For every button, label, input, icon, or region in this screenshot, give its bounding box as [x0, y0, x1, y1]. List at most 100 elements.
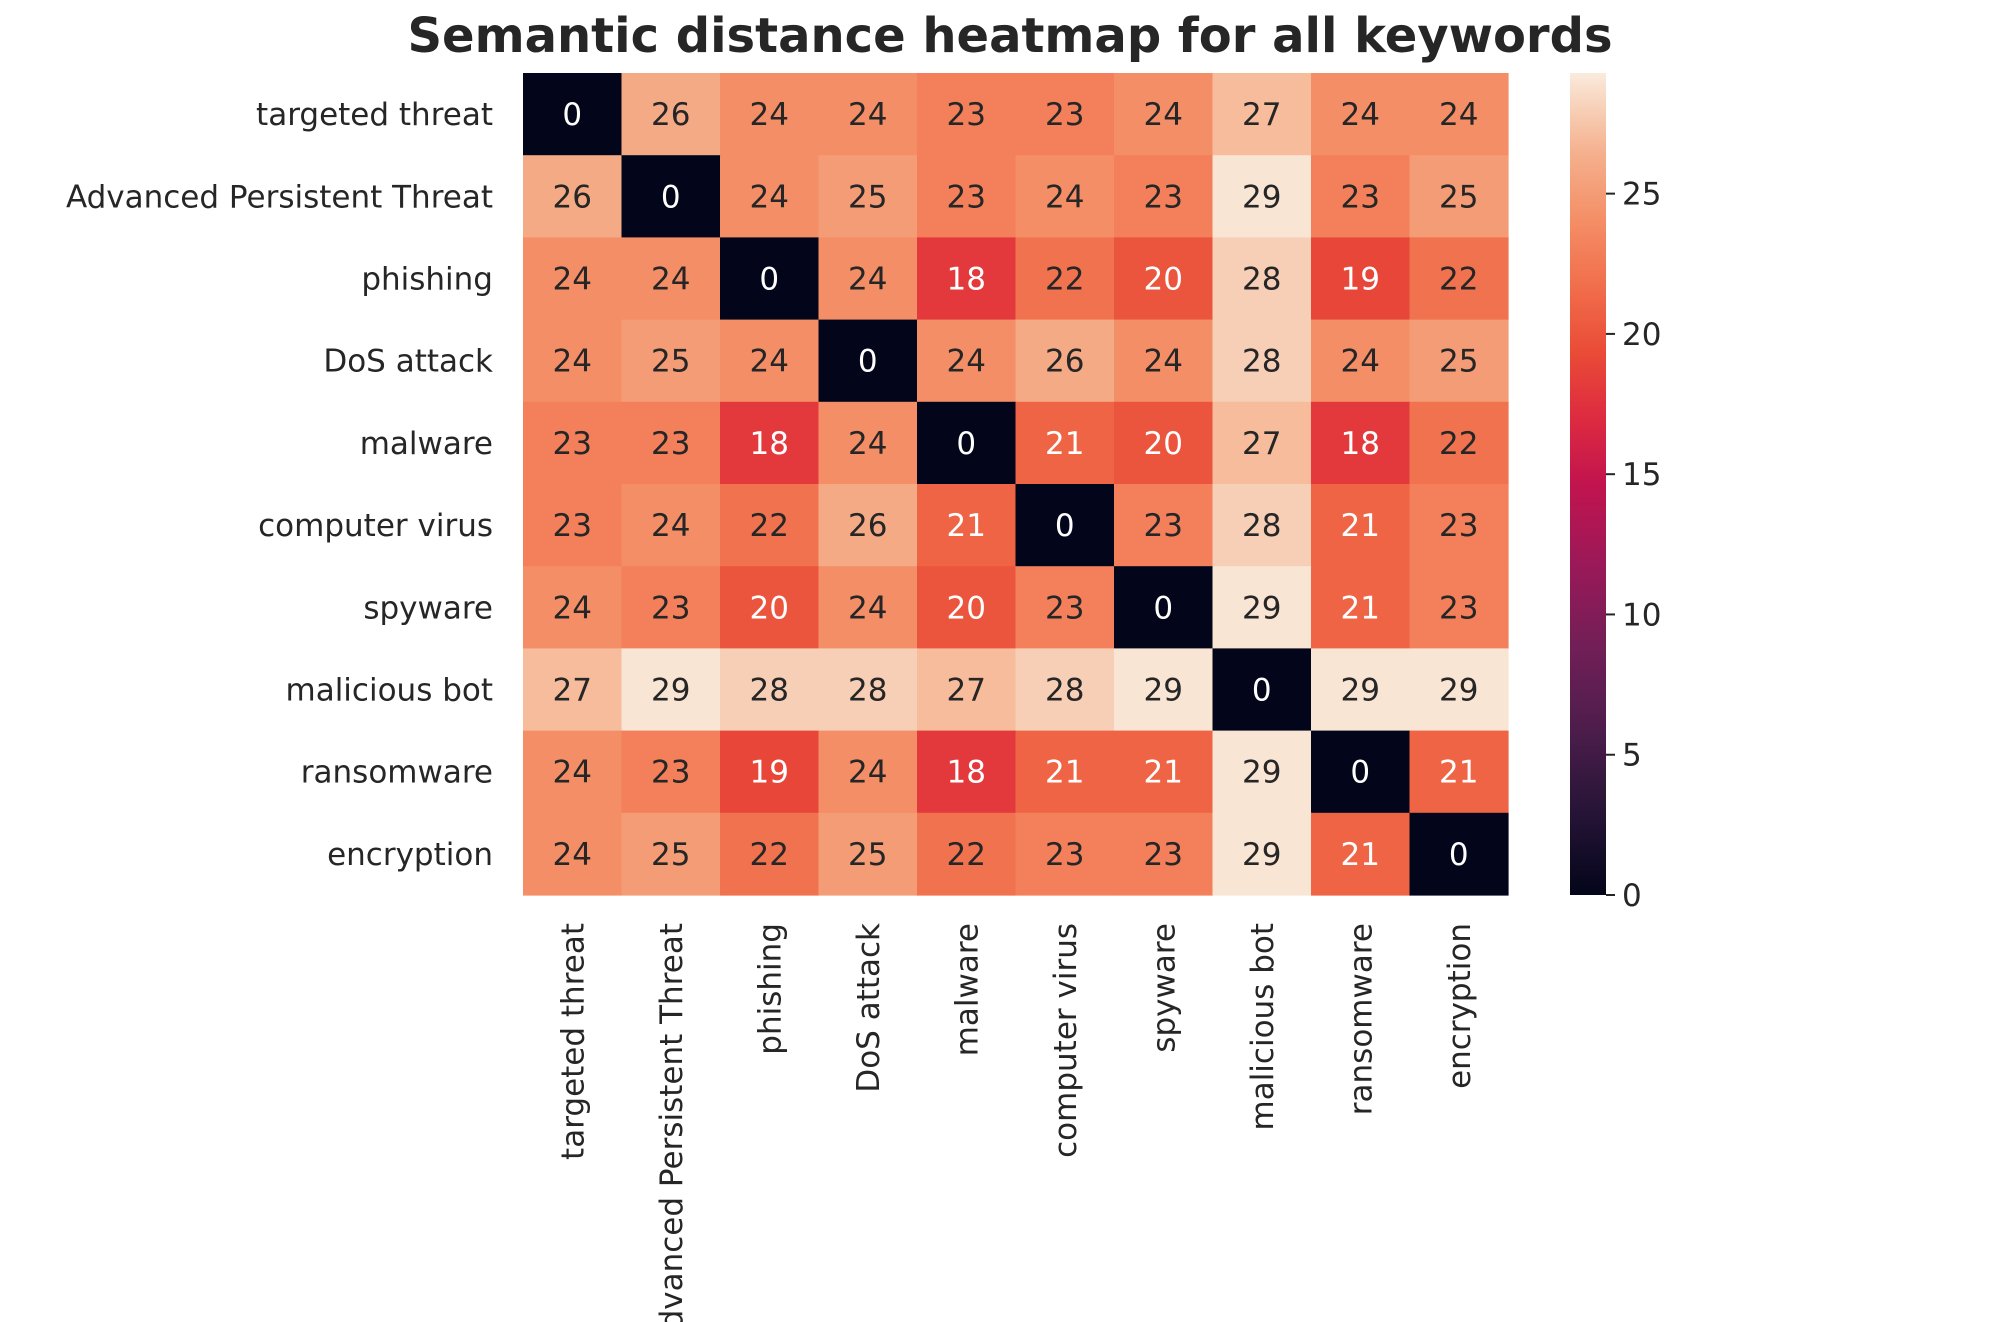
heatmap-cell — [621, 155, 721, 238]
heatmap-cell — [523, 730, 623, 814]
cell-value-label: 18 — [1341, 426, 1380, 462]
cell-value-label: 28 — [1242, 262, 1281, 298]
heatmap-cell — [720, 237, 820, 321]
heatmap-cell — [1015, 73, 1115, 156]
heatmap-cell — [1015, 648, 1115, 732]
heatmap-cell — [1114, 401, 1214, 485]
cell-value-label: 21 — [1439, 755, 1478, 791]
cell-value-label: 25 — [1439, 179, 1478, 215]
cell-value-label: 27 — [1242, 97, 1281, 133]
cell-value-label: 0 — [1449, 837, 1469, 873]
cell-value-label: 24 — [553, 590, 592, 626]
heatmap-cell — [523, 812, 623, 896]
heatmap-cell — [1311, 73, 1411, 156]
heatmap-cell — [1015, 155, 1115, 238]
heatmap-cell — [1015, 812, 1115, 896]
cell-value-label: 21 — [1341, 837, 1380, 873]
heatmap-cell — [720, 484, 820, 567]
cell-value-label: 23 — [1341, 179, 1380, 215]
heatmap-cell — [1212, 237, 1312, 321]
heatmap-cell — [1114, 730, 1214, 814]
x-tick-label: encryption — [1442, 923, 1478, 1089]
cell-value-label: 28 — [848, 673, 887, 709]
heatmap-cell — [523, 648, 623, 732]
cell-value-label: 21 — [1341, 590, 1380, 626]
cell-value-label: 22 — [947, 837, 986, 873]
cell-value-label: 29 — [1341, 673, 1380, 709]
cell-value-label: 21 — [1045, 755, 1084, 791]
heatmap-cell — [1212, 73, 1312, 156]
heatmap-cell — [1114, 648, 1214, 732]
cell-value-label: 23 — [947, 97, 986, 133]
cell-value-label: 28 — [1242, 344, 1281, 380]
y-tick-label: spyware — [363, 590, 493, 626]
cell-value-label: 22 — [750, 508, 789, 544]
heatmap-cell — [621, 401, 721, 485]
heatmap-cell — [1409, 730, 1509, 814]
heatmap-cell — [818, 566, 918, 649]
cell-value-label: 27 — [553, 673, 592, 709]
heatmap-cell — [917, 484, 1017, 567]
cell-value-label: 23 — [1144, 179, 1183, 215]
heatmap-cell — [818, 730, 918, 814]
heatmap-cell — [1212, 484, 1312, 567]
cell-value-label: 0 — [759, 262, 779, 298]
colorbar-tick-label: 10 — [1622, 597, 1661, 633]
cell-value-label: 29 — [1242, 590, 1281, 626]
cell-value-label: 25 — [651, 837, 690, 873]
heatmap-cell — [621, 812, 721, 896]
cell-value-label: 26 — [553, 179, 592, 215]
heatmap-cell — [917, 812, 1017, 896]
colorbar-tick-label: 25 — [1622, 177, 1661, 213]
cell-value-label: 24 — [1045, 179, 1084, 215]
cell-value-label: 23 — [651, 590, 690, 626]
cell-value-label: 23 — [1439, 508, 1478, 544]
cell-value-label: 22 — [1045, 262, 1084, 298]
cell-value-label: 22 — [1439, 262, 1478, 298]
y-tick-label: encryption — [327, 837, 493, 873]
colorbar-tick-label: 15 — [1622, 457, 1661, 493]
cell-value-label: 23 — [1144, 508, 1183, 544]
colorbar-gradient — [1570, 73, 1606, 895]
heatmap-cell — [1212, 812, 1312, 896]
x-tick-label: phishing — [752, 923, 788, 1055]
cell-value-label: 20 — [947, 590, 986, 626]
cell-value-label: 23 — [1045, 97, 1084, 133]
heatmap-cell — [523, 401, 623, 485]
cell-value-label: 23 — [1045, 837, 1084, 873]
colorbar-tick-label: 5 — [1622, 738, 1642, 774]
heatmap-cell — [1311, 648, 1411, 732]
heatmap-cell — [1212, 319, 1312, 403]
y-axis-tick-labels: targeted threat Advanced Persistent Threa… — [66, 97, 493, 873]
cell-value-label: 26 — [651, 97, 690, 133]
cell-value-label: 24 — [750, 179, 789, 215]
cell-value-label: 29 — [1242, 755, 1281, 791]
heatmap-cell — [720, 648, 820, 732]
heatmap-cell — [720, 73, 820, 156]
x-tick-label: targeted threat — [555, 923, 591, 1160]
x-tick-label: spyware — [1146, 923, 1182, 1053]
heatmap-cell — [818, 484, 918, 567]
heatmap-cell — [1409, 155, 1509, 238]
cell-value-label: 23 — [947, 179, 986, 215]
heatmap-cell — [1015, 237, 1115, 321]
cell-value-label: 24 — [848, 97, 887, 133]
heatmap-cell — [917, 319, 1017, 403]
cell-value-label: 28 — [750, 673, 789, 709]
heatmap-cell — [1409, 401, 1509, 485]
colorbar-tick-label: 0 — [1622, 878, 1642, 914]
heatmap-cell — [1311, 566, 1411, 649]
cell-value-label: 20 — [1144, 426, 1183, 462]
heatmap-cell — [917, 155, 1017, 238]
heatmap-cell — [818, 73, 918, 156]
cell-value-label: 24 — [553, 837, 592, 873]
y-tick-label: ransomware — [301, 755, 493, 791]
cell-value-label: 27 — [947, 673, 986, 709]
cell-value-label: 29 — [1439, 673, 1478, 709]
heatmap-cell — [1409, 812, 1509, 896]
heatmap-cell — [621, 484, 721, 567]
x-tick-label: malware — [949, 923, 985, 1056]
cell-value-label: 20 — [750, 590, 789, 626]
heatmap-cell — [523, 155, 623, 238]
